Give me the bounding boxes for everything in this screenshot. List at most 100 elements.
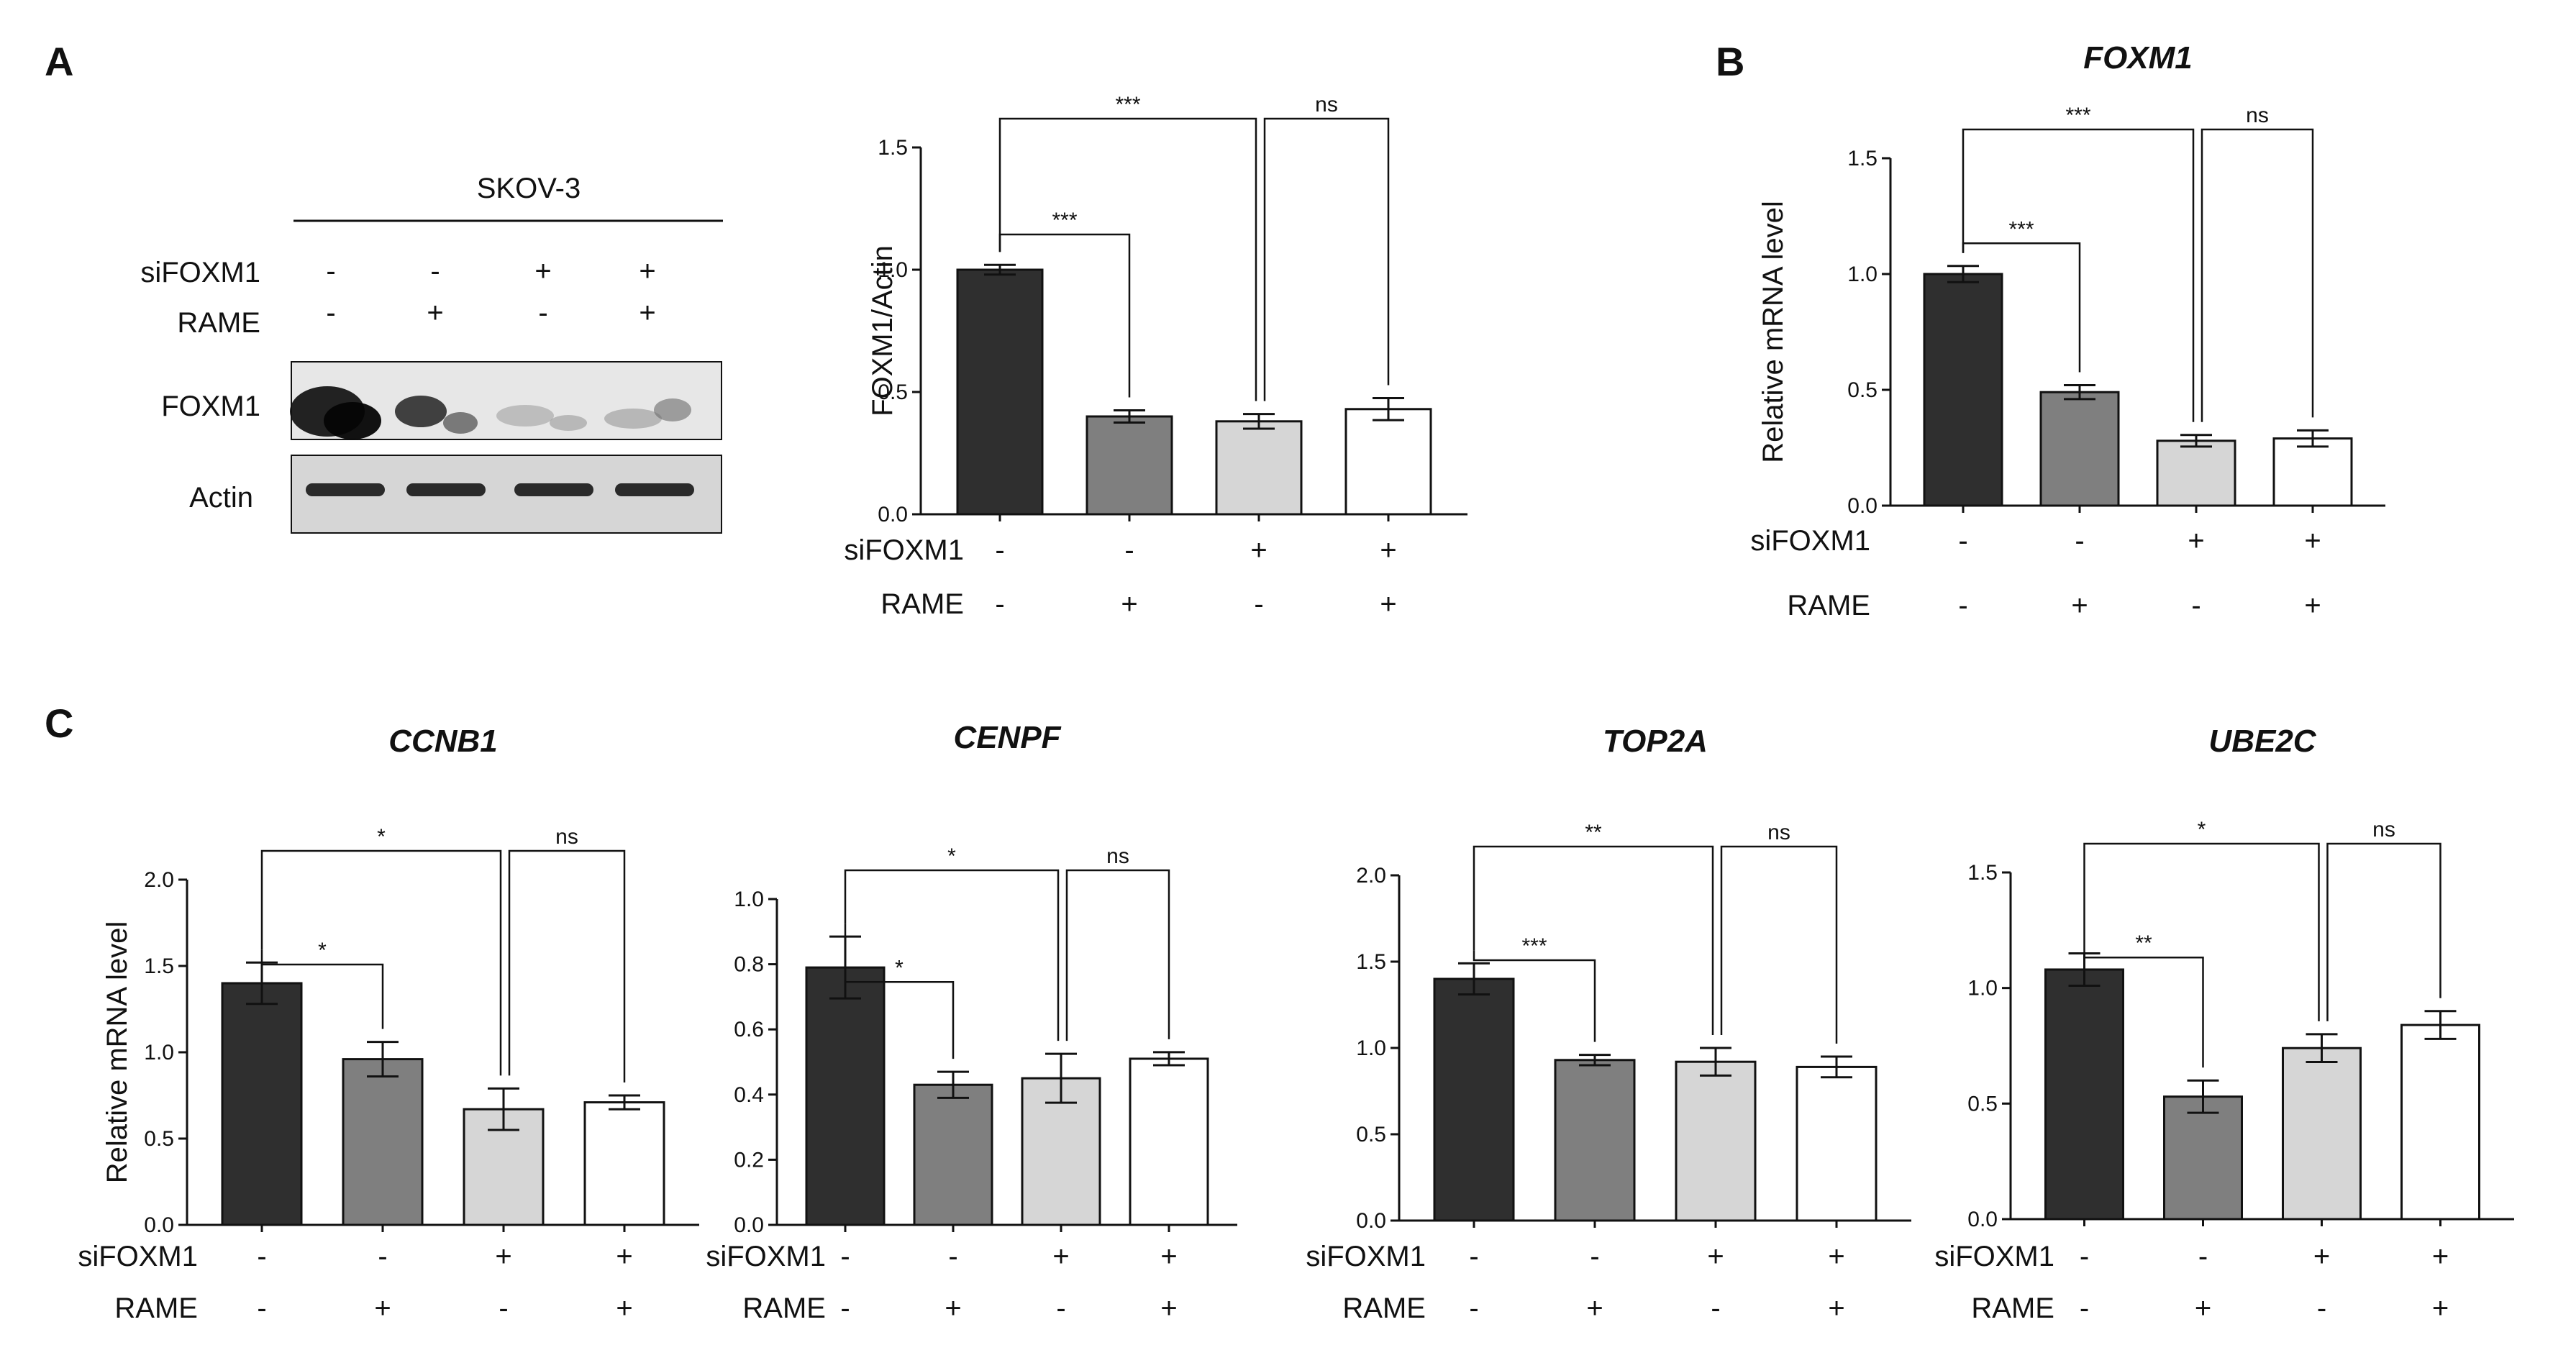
sign-rame-ube2c-3: - <box>2317 1292 2326 1324</box>
sign-rame-foxm1-mrna-1: - <box>1958 590 1967 621</box>
y-tick-label-ube2c-1: 0.5 <box>1967 1092 1998 1116</box>
sign-rame-top2a-2: + <box>1586 1292 1603 1324</box>
error-bar-ube2c-3 <box>2306 1033 2338 1063</box>
sig-label-ube2c-1: ** <box>2135 931 2152 955</box>
sign-rame-ccnb1-2: + <box>374 1292 391 1324</box>
chart-title-foxm1-mrna: FOXM1 <box>2083 40 2193 76</box>
sign-sifoxm1-foxm1-mrna-4: + <box>2304 525 2321 557</box>
sign-sifoxm1-foxm1-mrna-3: + <box>2188 525 2204 557</box>
sig-bracket-top2a-3: ns <box>1720 821 1838 1044</box>
sign-rame-cenpf-2: + <box>945 1292 961 1324</box>
bar-ube2c-2 <box>2163 1095 2243 1221</box>
bar-foxm1-actin-2 <box>1086 415 1173 516</box>
error-bar-foxm1-actin-1 <box>984 263 1016 276</box>
panel-label-a: A <box>45 39 73 84</box>
y-tick-label-ccnb1-1: 0.5 <box>144 1127 174 1151</box>
chart-title-ccnb1: CCNB1 <box>388 724 498 759</box>
y-tick-label-ccnb1-0: 0.0 <box>144 1213 174 1237</box>
sig-bracket-cenpf-1: * <box>844 924 955 1059</box>
error-bar-ccnb1-4 <box>609 1094 640 1111</box>
y-tick-label-foxm1-mrna-3: 1.5 <box>1847 147 1878 170</box>
row-label-sifoxm1-ube2c: siFOXM1 <box>1934 1241 2054 1272</box>
sig-bracket-top2a-2: ** <box>1473 821 1714 1035</box>
sign-sifoxm1-ube2c-3: + <box>2313 1241 2330 1272</box>
y-tick-label-ccnb1-2: 1.0 <box>144 1041 174 1064</box>
y-tick-label-cenpf-4: 0.8 <box>734 953 764 977</box>
sig-label-cenpf-3: ns <box>1106 844 1129 868</box>
error-bar-top2a-2 <box>1579 1054 1611 1067</box>
sign-rame-foxm1-mrna-3: - <box>2191 590 2200 621</box>
wb-sign-sifoxm1-2: - <box>430 255 440 287</box>
wb-row-label-sifoxm1: siFOXM1 <box>140 257 260 288</box>
y-tick-label-cenpf-2: 0.4 <box>734 1083 764 1107</box>
sign-rame-ube2c-1: - <box>2080 1292 2089 1324</box>
sign-sifoxm1-cenpf-2: - <box>948 1241 957 1272</box>
sign-sifoxm1-ube2c-2: - <box>2198 1241 2208 1272</box>
sign-rame-foxm1-actin-4: + <box>1380 588 1396 620</box>
error-bar-cenpf-2 <box>937 1070 969 1099</box>
bar-ube2c-1 <box>2044 968 2124 1221</box>
wb-sign-rame-1: - <box>326 297 335 329</box>
bar-ube2c-4 <box>2400 1023 2480 1221</box>
bar-foxm1-mrna-4 <box>2272 437 2353 507</box>
error-bar-foxm1-actin-4 <box>1373 397 1404 421</box>
y-tick-label-cenpf-3: 0.6 <box>734 1018 764 1041</box>
y-tick-label-cenpf-5: 1.0 <box>734 888 764 911</box>
row-label-sifoxm1-foxm1-mrna: siFOXM1 <box>1750 525 1870 557</box>
y-tick-label-foxm1-mrna-0: 0.0 <box>1847 494 1878 518</box>
sig-bracket-ccnb1-2: * <box>260 825 502 1076</box>
sign-rame-ccnb1-3: - <box>499 1292 508 1324</box>
panel-label-c: C <box>45 701 73 746</box>
wb-sign-sifoxm1-4: + <box>639 255 655 287</box>
y-tick-label-ube2c-0: 0.0 <box>1967 1208 1998 1231</box>
chart-title-ube2c: UBE2C <box>2208 724 2316 759</box>
sig-bracket-ccnb1-1: * <box>260 939 384 1029</box>
sig-bracket-foxm1-mrna-3: ns <box>2200 104 2314 422</box>
sign-sifoxm1-cenpf-3: + <box>1052 1241 1069 1272</box>
error-bar-foxm1-actin-3 <box>1243 413 1275 430</box>
panel-label-b: B <box>1716 39 1744 84</box>
sign-sifoxm1-ccnb1-1: - <box>257 1241 266 1272</box>
y-tick-label-foxm1-actin-0: 0.0 <box>878 503 908 526</box>
wb-cell-line: SKOV-3 <box>477 173 581 204</box>
bar-ccnb1-1 <box>221 982 303 1226</box>
sign-sifoxm1-ube2c-1: - <box>2080 1241 2089 1272</box>
y-axis-label-foxm1-mrna: Relative mRNA level <box>1757 201 1789 463</box>
bar-foxm1-mrna-2 <box>2039 391 2120 507</box>
sig-bracket-ube2c-2: * <box>2083 818 2320 1021</box>
sign-rame-cenpf-1: - <box>840 1292 850 1324</box>
sign-rame-ccnb1-1: - <box>257 1292 266 1324</box>
row-label-sifoxm1-top2a: siFOXM1 <box>1306 1241 1426 1272</box>
sig-bracket-foxm1-mrna-2: *** <box>1962 104 2195 422</box>
chart-ccnb1: CCNB1 0.0 0.5 1.0 1.5 2.0 Relative mRNA level *… <box>78 724 699 1324</box>
y-tick-label-ccnb1-4: 2.0 <box>144 868 174 892</box>
y-tick-label-ube2c-2: 1.0 <box>1967 977 1998 1000</box>
sig-label-ube2c-2: * <box>2198 818 2206 842</box>
bar-cenpf-2 <box>913 1083 993 1226</box>
error-bar-cenpf-3 <box>1045 1052 1077 1104</box>
sig-bracket-cenpf-2: * <box>844 844 1060 1041</box>
sign-sifoxm1-top2a-4: + <box>1828 1241 1844 1272</box>
chart-title-cenpf: CENPF <box>953 720 1061 755</box>
row-label-rame-ccnb1: RAME <box>114 1292 198 1324</box>
sign-sifoxm1-cenpf-4: + <box>1160 1241 1177 1272</box>
error-bar-foxm1-actin-2 <box>1114 409 1145 424</box>
sig-label-ccnb1-1: * <box>318 939 327 962</box>
sign-rame-ube2c-4: + <box>2432 1292 2449 1324</box>
sig-label-foxm1-actin-3: ns <box>1315 93 1338 117</box>
sig-bracket-foxm1-actin-3: ns <box>1263 93 1390 401</box>
y-axis-label-foxm1-actin: FOXM1/Actin <box>867 245 898 416</box>
sign-rame-top2a-3: - <box>1711 1292 1720 1324</box>
error-bar-foxm1-mrna-2 <box>2064 384 2095 401</box>
bar-foxm1-actin-4 <box>1344 408 1432 516</box>
sign-sifoxm1-ccnb1-2: - <box>378 1241 387 1272</box>
bar-top2a-3 <box>1675 1060 1757 1222</box>
chart-foxm1-mrna: FOXM1 0.0 0.5 1.0 1.5 Relative mRNA level *** *… <box>1750 40 2385 621</box>
western-blot: SKOV-3 siFOXM1 RAME - - + + - + - + FOXM… <box>140 173 723 534</box>
error-bar-top2a-3 <box>1700 1047 1731 1077</box>
row-label-sifoxm1-cenpf: siFOXM1 <box>706 1241 826 1272</box>
sig-bracket-top2a-1: *** <box>1473 934 1596 1042</box>
